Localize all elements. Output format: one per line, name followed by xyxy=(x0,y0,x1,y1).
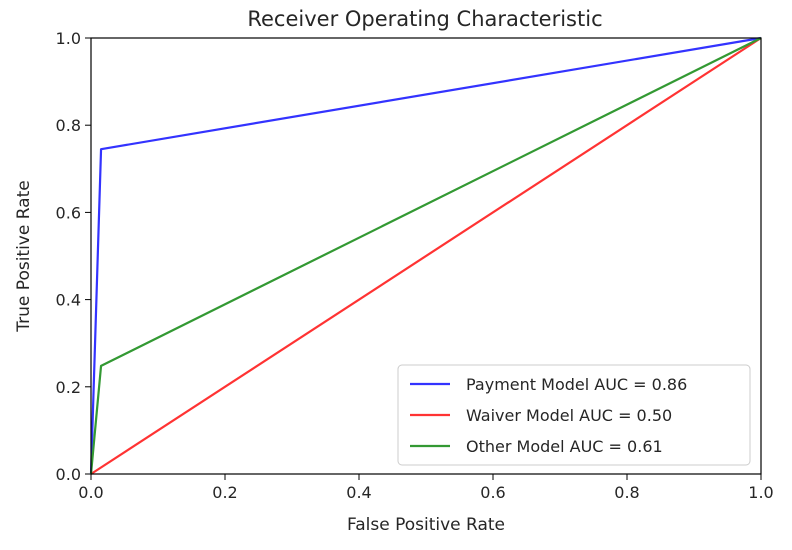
x-tick-label: 0.2 xyxy=(212,483,237,502)
series-layer xyxy=(89,36,762,475)
series-line-3 xyxy=(89,37,762,475)
legend-items: Payment Model AUC = 0.86 Waiver Model AUC… xyxy=(410,375,687,456)
y-tick-label: 0.2 xyxy=(56,378,81,397)
tick-layer: 0.0 0.2 0.4 0.6 0.8 1.0 0.0 0.2 0.4 0.6 0.8 1.0 xyxy=(56,29,774,502)
y-tick-label: 0.4 xyxy=(56,291,81,310)
series-line-2 xyxy=(90,37,762,475)
legend: Payment Model AUC = 0.86 Waiver Model AUC… xyxy=(397,364,751,466)
series-line-1 xyxy=(89,36,762,475)
plot-frame xyxy=(90,37,762,475)
legend-label-1: Payment Model AUC = 0.86 xyxy=(466,375,687,394)
y-axis-label: True Positive Rate xyxy=(14,180,34,332)
legend-label-2: Waiver Model AUC = 0.50 xyxy=(466,406,672,425)
x-tick-label: 0.0 xyxy=(78,483,103,502)
x-tick-label: 0.4 xyxy=(346,483,371,502)
chart-title: Receiver Operating Characteristic xyxy=(247,7,602,31)
x-axis-label: False Positive Rate xyxy=(347,515,505,535)
y-tick-label: 0.8 xyxy=(56,116,81,135)
y-tick-label: 1.0 xyxy=(56,29,81,48)
x-tick-label: 0.6 xyxy=(480,483,505,502)
y-tick-label: 0.0 xyxy=(56,465,81,484)
legend-box xyxy=(397,364,751,466)
x-tick-label: 0.8 xyxy=(614,483,639,502)
legend-label-3: Other Model AUC = 0.61 xyxy=(466,437,663,456)
y-tick-label: 0.6 xyxy=(56,203,81,222)
x-tick-label: 1.0 xyxy=(748,483,773,502)
